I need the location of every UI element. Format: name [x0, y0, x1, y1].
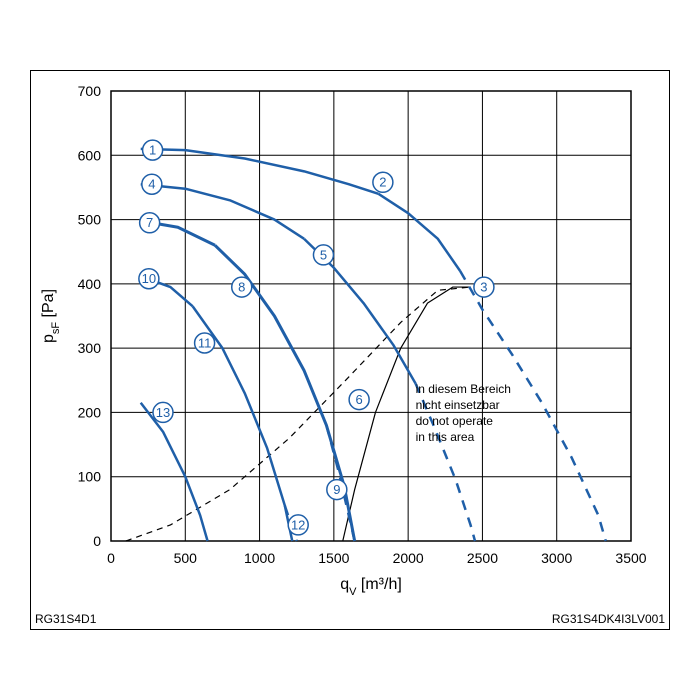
xtick-label: 2000	[393, 550, 424, 566]
curve-label-text: 12	[291, 517, 305, 532]
note-line: in this area	[416, 430, 475, 444]
plot-border	[111, 91, 631, 541]
xlabel: qV [m³/h]	[340, 576, 402, 598]
curve-label-text: 10	[142, 271, 156, 286]
xtick-label: 3500	[615, 550, 646, 566]
ytick-label: 500	[78, 212, 102, 228]
curve-label-text: 8	[238, 280, 245, 295]
curve-label-text: 2	[379, 175, 386, 190]
curve-label-text: 1	[149, 143, 156, 158]
curve-label-text: 5	[320, 247, 327, 262]
curve-label-text: 6	[355, 392, 362, 407]
note-line: in diesem Bereich	[416, 382, 511, 396]
curve-label-text: 13	[156, 405, 170, 420]
xtick-label: 500	[174, 550, 198, 566]
curve-2	[378, 194, 460, 271]
curve-label-text: 3	[480, 280, 487, 295]
curve-label-text: 7	[146, 215, 153, 230]
footer-right: RG31S4DK4I3LV001	[552, 612, 666, 626]
xtick-label: 2500	[467, 550, 498, 566]
ytick-label: 400	[78, 276, 102, 292]
ytick-label: 0	[93, 533, 101, 549]
curve-label-text: 9	[333, 482, 340, 497]
xtick-label: 1000	[244, 550, 275, 566]
ytick-label: 200	[78, 404, 102, 420]
note-line: nicht einsetzbar	[416, 398, 500, 412]
ytick-label: 100	[78, 469, 102, 485]
curve-label-text: 4	[148, 177, 155, 192]
curve-13	[141, 403, 208, 541]
ytick-label: 700	[78, 83, 102, 99]
note-line: do not operate	[416, 414, 494, 428]
ytick-label: 600	[78, 147, 102, 163]
curve-4	[141, 184, 304, 239]
xtick-label: 1500	[318, 550, 349, 566]
footer-left: RG31S4D1	[35, 612, 97, 626]
curve-label-text: 11	[198, 335, 212, 350]
xtick-label: 3000	[541, 550, 572, 566]
ylabel: psF [Pa]	[40, 289, 62, 343]
ytick-label: 300	[78, 340, 102, 356]
xtick-label: 0	[107, 550, 115, 566]
